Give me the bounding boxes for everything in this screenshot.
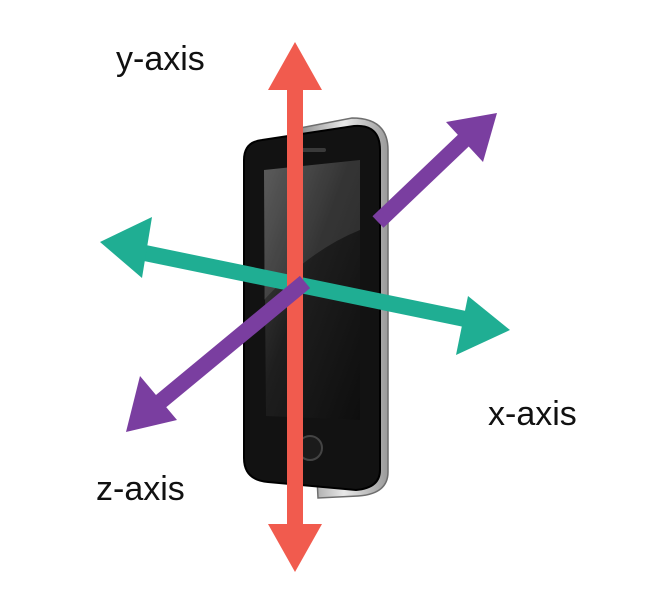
- y-axis-arrowhead-bottom: [268, 524, 322, 572]
- z-axis-label: z-axis: [96, 470, 185, 508]
- z-axis-shaft-lower: [154, 275, 311, 409]
- x-axis-arrowhead-left: [100, 217, 152, 278]
- x-axis-arrowhead-right: [456, 296, 510, 355]
- y-axis-arrow: [268, 42, 322, 572]
- z-axis-arrowhead-lower: [126, 376, 177, 432]
- z-axis-arrowhead-upper: [446, 113, 497, 162]
- y-axis-label: y-axis: [116, 40, 205, 78]
- y-axis-arrowhead-top: [268, 42, 322, 90]
- z-axis-shaft-upper: [372, 134, 470, 228]
- x-axis-label: x-axis: [488, 395, 577, 433]
- z-axis-arrow-front: [126, 275, 311, 432]
- z-axis-arrow: [372, 113, 497, 228]
- phone-earpiece: [300, 148, 326, 152]
